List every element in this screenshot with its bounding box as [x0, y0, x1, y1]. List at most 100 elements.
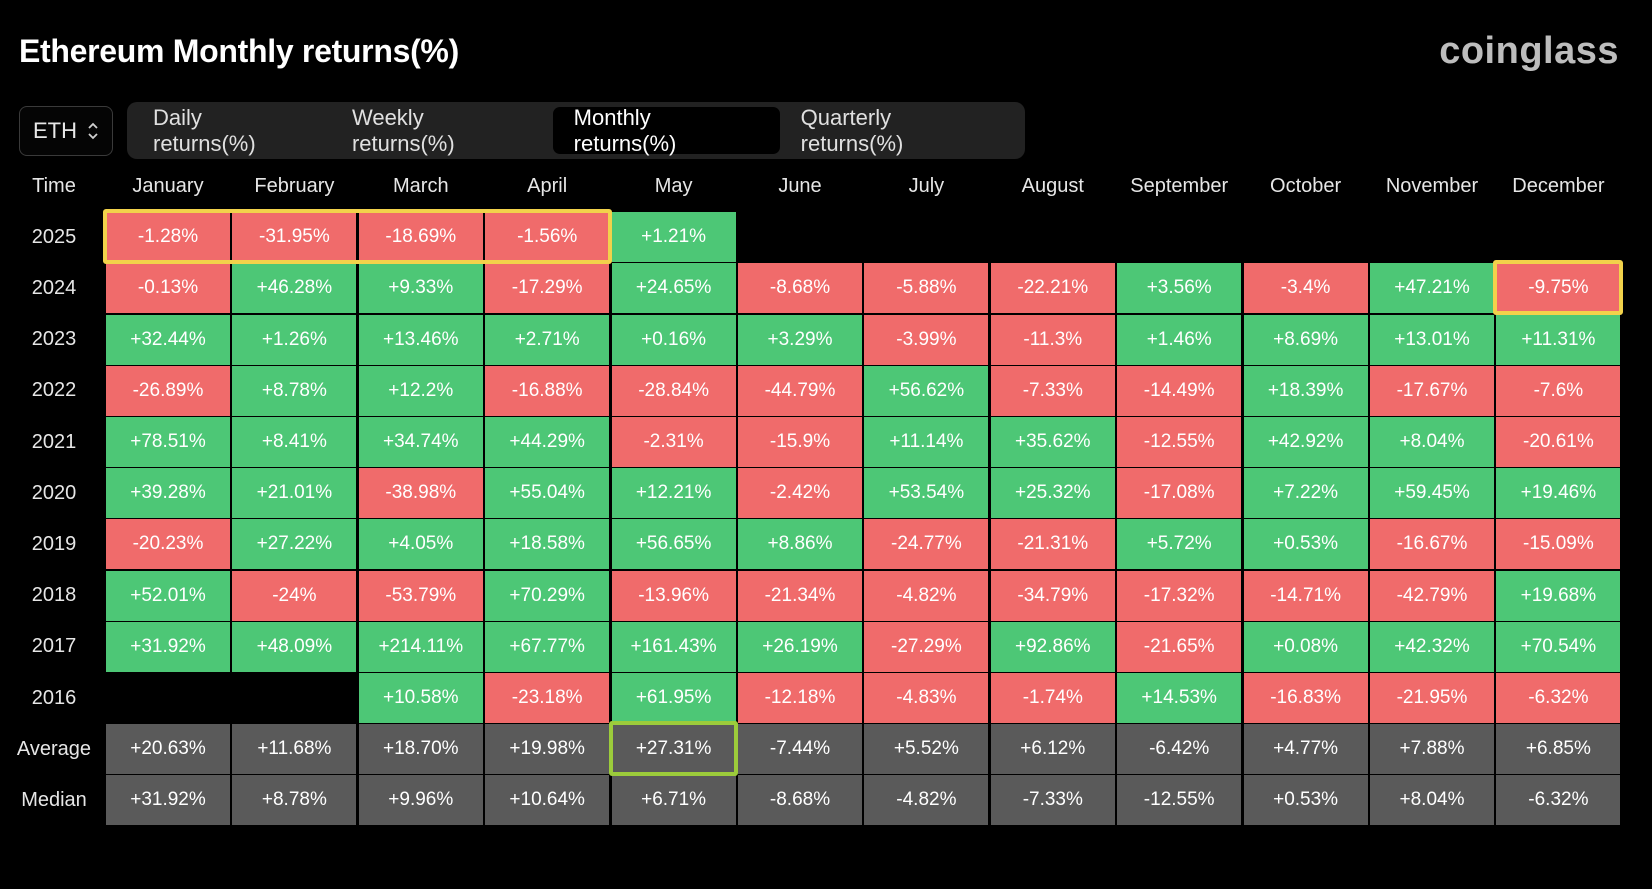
cell-2021-february: +8.41%: [232, 417, 357, 467]
stat-row-median: Median +31.92% +8.78% +9.96% +10.64% +6.71% -8…: [0, 774, 1652, 826]
cell-2021-december: -20.61%: [1496, 417, 1621, 467]
cell-2016-december: -6.32%: [1496, 673, 1621, 723]
tab-daily-returns[interactable]: Daily returns(%): [153, 104, 256, 156]
cell-2024-march: +9.33%: [358, 263, 483, 314]
cell-2017-november: +42.32%: [1370, 621, 1494, 672]
cell-2024-june: -8.68%: [738, 263, 862, 314]
cell-2024-november: +47.21%: [1370, 263, 1494, 314]
cell-2020-august: +25.32%: [990, 468, 1115, 519]
row-label: 2017: [31, 635, 77, 658]
cell-2017-october: +0.08%: [1243, 621, 1368, 672]
header-october: October: [1270, 174, 1342, 197]
tab-monthly-returns[interactable]: Monthly returns(%): [552, 105, 780, 156]
table-row: 2016 +10.58% -23.18% +61.95% -12.18% -4.83% -1…: [0, 672, 1652, 724]
coin-select[interactable]: ETH: [19, 106, 113, 156]
cell-2022-january: -26.89%: [106, 365, 230, 416]
cell-2023-november: +13.01%: [1370, 314, 1494, 365]
cell-2024-july: -5.88%: [864, 263, 989, 314]
cell-average-july: +5.52%: [864, 724, 989, 775]
cell-2018-august: -34.79%: [990, 570, 1115, 621]
cell-average-march: +18.70%: [358, 724, 483, 775]
cell-2018-january: +52.01%: [106, 570, 230, 621]
header-december: December: [1512, 174, 1605, 197]
cell-2018-july: -4.82%: [864, 570, 989, 621]
cell-2023-july: -3.99%: [864, 314, 989, 365]
cell-2024-january: -0.13%: [106, 263, 230, 314]
cell-2025-april: -1.56%: [485, 212, 610, 263]
cell-2017-july: -27.29%: [864, 621, 989, 672]
table-row: 2022 -26.89% +8.78% +12.2% -16.88% -28.84% -44…: [0, 365, 1652, 417]
cell-2022-february: +8.78%: [232, 365, 357, 416]
row-label: 2024: [31, 276, 77, 299]
cell-2022-october: +18.39%: [1243, 365, 1368, 416]
cell-2018-may: -13.96%: [611, 570, 736, 621]
cell-average-october: +4.77%: [1243, 724, 1368, 775]
header-november: November: [1385, 174, 1479, 197]
cell-2017-june: +26.19%: [738, 621, 862, 672]
header-april: April: [527, 174, 568, 197]
cell-2017-december: +70.54%: [1496, 621, 1621, 672]
cell-2017-march: +214.11%: [358, 621, 483, 672]
cell-2021-may: -2.31%: [611, 417, 736, 467]
cell-2020-march: -38.98%: [358, 468, 483, 519]
row-label: 2021: [31, 430, 77, 453]
cell-2025-may: +1.21%: [611, 212, 736, 263]
cell-2022-september: -14.49%: [1117, 365, 1242, 416]
cell-average-june: -7.44%: [738, 724, 862, 775]
row-label: 2020: [31, 481, 77, 504]
header-may: May: [654, 174, 693, 197]
cell-2018-june: -21.34%: [738, 570, 862, 621]
tab-quarterly-returns[interactable]: Quarterly returns(%): [800, 104, 904, 156]
cell-2016-july: -4.83%: [864, 673, 989, 723]
row-label: 2018: [31, 584, 77, 607]
cell-2020-may: +12.21%: [611, 468, 736, 519]
cell-2025-july: [864, 212, 988, 262]
row-label: 2022: [31, 379, 77, 402]
cell-2016-august: -1.74%: [990, 673, 1115, 723]
cell-2025-august: [991, 212, 1115, 262]
cell-2023-august: -11.3%: [990, 314, 1115, 365]
table-row: 2024 -0.13% +46.28% +9.33% -17.29% +24.65% -8.…: [0, 262, 1652, 314]
cell-2017-may: +161.43%: [611, 621, 736, 672]
cell-2020-july: +53.54%: [864, 468, 989, 519]
cell-2017-january: +31.92%: [106, 621, 230, 672]
table-row: 2018 +52.01% -24% -53.79% +70.29% -13.96% -21.…: [0, 570, 1652, 622]
table-row: 2025 -1.28% -31.95% -18.69% -1.56% +1.21%: [0, 211, 1652, 263]
cell-median-january: +31.92%: [106, 775, 230, 826]
cell-2020-april: +55.04%: [485, 468, 610, 519]
cell-2023-april: +2.71%: [485, 314, 610, 365]
cell-2016-march: +10.58%: [358, 673, 483, 723]
brand-logo: coinglass: [1439, 30, 1619, 72]
cell-2019-october: +0.53%: [1243, 519, 1368, 570]
cell-2023-october: +8.69%: [1243, 314, 1368, 365]
cell-2016-january: [106, 673, 230, 723]
cell-2022-august: -7.33%: [990, 365, 1115, 416]
cell-2025-november: [1370, 212, 1494, 262]
cell-2024-december: -9.75%: [1496, 263, 1621, 314]
cell-2023-march: +13.46%: [358, 314, 483, 365]
cell-2020-february: +21.01%: [232, 468, 357, 519]
cell-2024-october: -3.4%: [1243, 263, 1368, 314]
tab-weekly-returns[interactable]: Weekly returns(%): [351, 104, 455, 156]
cell-median-may: +6.71%: [611, 775, 736, 826]
cell-2016-may: +61.95%: [611, 673, 736, 723]
cell-2021-september: -12.55%: [1117, 417, 1242, 467]
header-september: September: [1130, 174, 1229, 197]
header-june: June: [778, 174, 822, 197]
cell-2019-september: +5.72%: [1117, 519, 1242, 570]
cell-2016-april: -23.18%: [485, 673, 610, 723]
cell-2024-february: +46.28%: [232, 263, 357, 314]
cell-2017-september: -21.65%: [1117, 621, 1242, 672]
cell-2025-february: -31.95%: [232, 212, 357, 263]
cell-2018-april: +70.29%: [485, 570, 610, 621]
cell-average-november: +7.88%: [1370, 724, 1494, 775]
cell-2020-june: -2.42%: [738, 468, 862, 519]
cell-2020-november: +59.45%: [1370, 468, 1494, 519]
cell-2017-august: +92.86%: [990, 621, 1115, 672]
cell-2019-june: +8.86%: [738, 519, 862, 570]
table-row: 2023 +32.44% +1.26% +13.46% +2.71% +0.16% +3.2…: [0, 314, 1652, 366]
header-march: March: [393, 174, 449, 197]
cell-2019-august: -21.31%: [990, 519, 1115, 570]
cell-2019-april: +18.58%: [485, 519, 610, 570]
returns-tabs: Daily returns(%) Weekly returns(%) Monthly…: [127, 102, 1025, 159]
